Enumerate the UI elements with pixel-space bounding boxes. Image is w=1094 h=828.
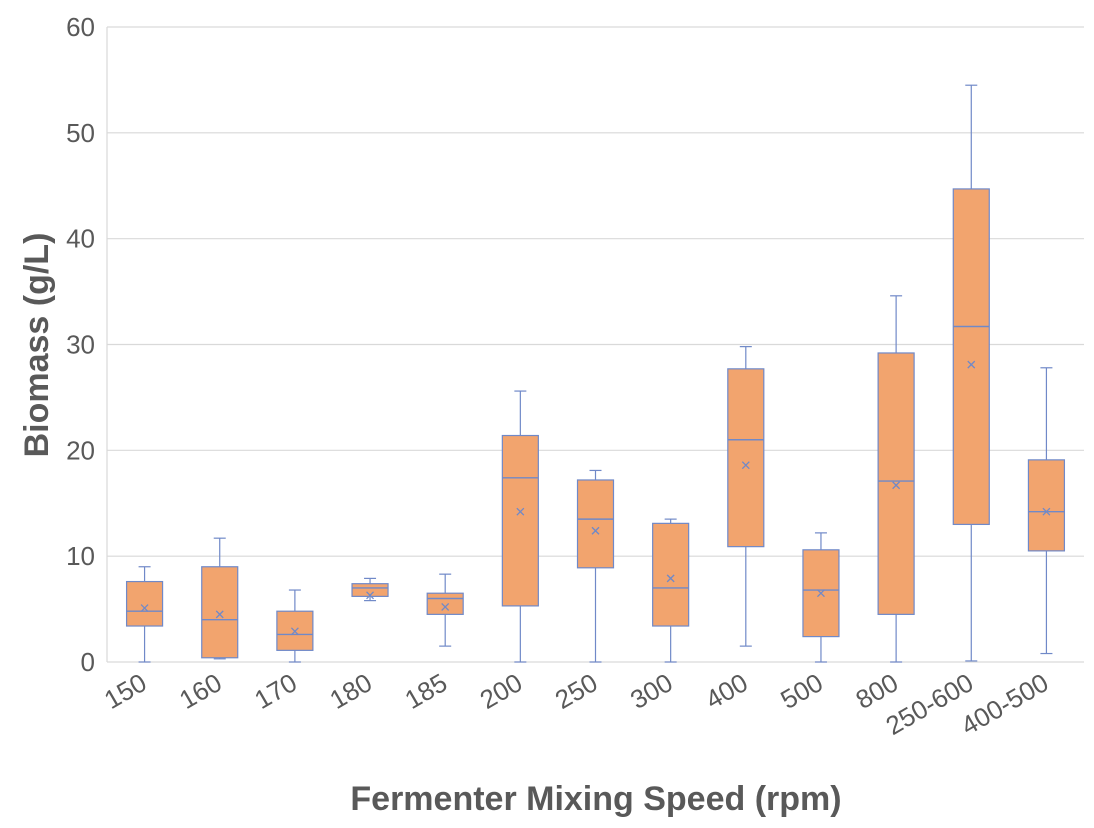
mean-marker: [516, 507, 525, 516]
box-170: [276, 589, 314, 663]
box-180: [351, 577, 389, 602]
mean-marker: [967, 360, 976, 369]
box-250-600: [952, 84, 990, 662]
y-tick-label: 50: [66, 118, 95, 148]
y-axis-title: Biomass (g/L): [18, 233, 56, 458]
x-axis-ticks: 150 160 170 180 185 200 250 300 400 500 800250-600…: [99, 667, 1053, 741]
box-160: [201, 537, 239, 660]
box-iqr: [576, 479, 615, 569]
gridlines: [106, 26, 1084, 663]
box-185: [426, 573, 464, 647]
box-iqr: [276, 610, 314, 651]
x-tick-label: 400-500: [956, 667, 1054, 741]
x-tick-label: 500: [775, 667, 828, 715]
mean-marker: [591, 526, 600, 535]
mean-marker: [817, 589, 825, 598]
x-tick-label: 160: [174, 667, 227, 715]
mean-marker: [290, 627, 299, 636]
x-tick-label: 150: [99, 667, 152, 715]
mean-marker: [741, 461, 750, 470]
box-iqr: [652, 522, 690, 627]
mean-marker: [140, 604, 149, 612]
y-axis-ticks: 0 10 20 30 40 50 60: [66, 12, 95, 677]
mean-marker: [892, 481, 901, 490]
box-iqr: [1027, 459, 1066, 552]
box-iqr: [952, 188, 990, 526]
x-tick-label: 250: [550, 667, 603, 715]
box-iqr: [501, 434, 539, 607]
box-800: [877, 295, 915, 663]
y-tick-label: 20: [66, 435, 95, 465]
box-400-500: [1027, 367, 1066, 655]
mean-marker: [215, 610, 224, 619]
x-tick-label: 400: [700, 667, 753, 715]
box-300: [652, 518, 690, 663]
x-tick-label: 185: [400, 667, 453, 715]
box-400: [727, 346, 765, 647]
box-200: [501, 390, 539, 663]
box-500: [802, 532, 840, 663]
y-tick-label: 60: [66, 12, 95, 42]
box-iqr: [125, 580, 164, 627]
mean-marker: [1042, 507, 1051, 516]
x-tick-label: 180: [324, 667, 377, 715]
y-tick-label: 10: [66, 541, 95, 571]
y-tick-label: 40: [66, 224, 95, 254]
box-series: [125, 84, 1066, 663]
box-iqr: [877, 352, 915, 615]
y-tick-label: 0: [81, 647, 95, 677]
x-axis-title: Fermenter Mixing Speed (rpm): [350, 780, 841, 818]
box-iqr: [201, 566, 239, 659]
mean-marker: [666, 574, 675, 583]
box-iqr: [351, 583, 389, 597]
mean-marker: [366, 591, 374, 600]
x-tick-label: 170: [249, 667, 302, 715]
mean-marker: [441, 603, 450, 611]
y-tick-label: 30: [66, 330, 95, 360]
box-150: [125, 566, 164, 663]
box-250: [576, 469, 615, 663]
x-tick-label: 300: [625, 667, 678, 715]
x-tick-label: 200: [475, 667, 528, 715]
box-iqr: [727, 368, 765, 548]
box-iqr: [426, 592, 464, 615]
